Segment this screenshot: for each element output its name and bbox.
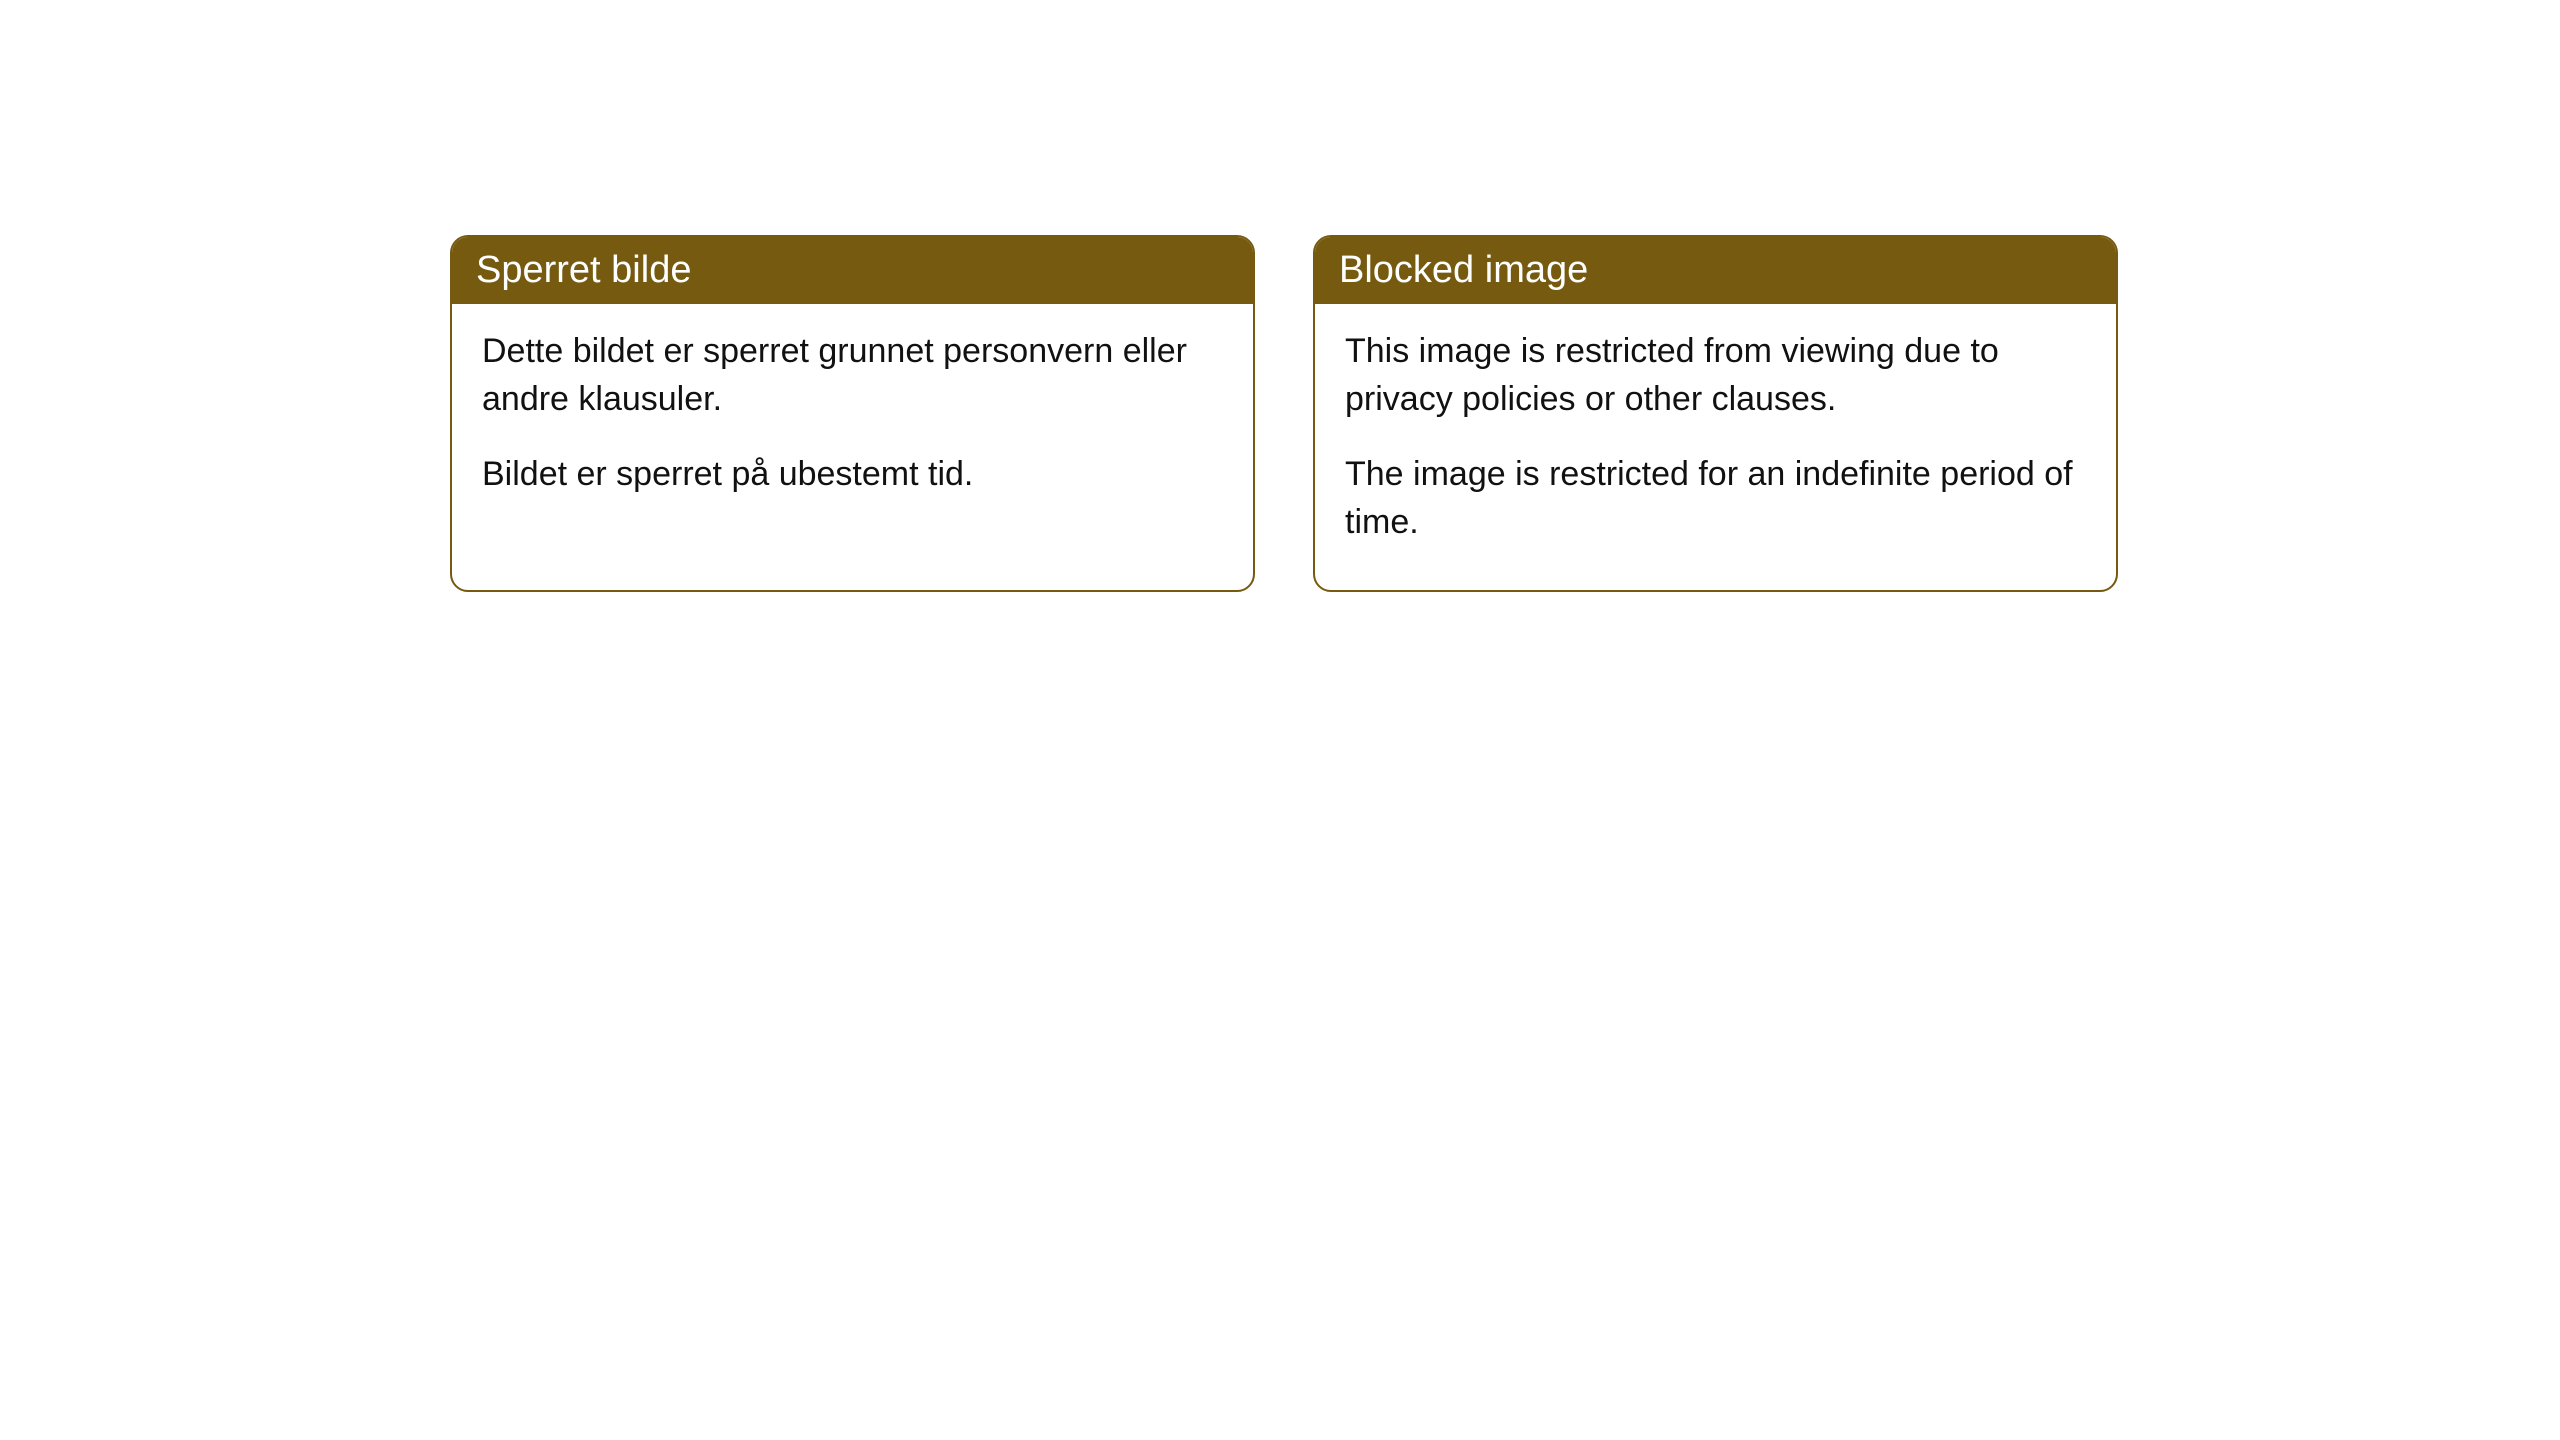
card-paragraph: This image is restricted from viewing du… [1345, 328, 2086, 423]
blocked-image-card-english: Blocked image This image is restricted f… [1313, 235, 2118, 592]
card-paragraph: The image is restricted for an indefinit… [1345, 451, 2086, 546]
card-header: Sperret bilde [452, 237, 1253, 304]
cards-container: Sperret bilde Dette bildet er sperret gr… [450, 235, 2118, 592]
card-paragraph: Bildet er sperret på ubestemt tid. [482, 451, 1223, 499]
card-header: Blocked image [1315, 237, 2116, 304]
blocked-image-card-norwegian: Sperret bilde Dette bildet er sperret gr… [450, 235, 1255, 592]
card-title: Blocked image [1339, 249, 1588, 291]
card-paragraph: Dette bildet er sperret grunnet personve… [482, 328, 1223, 423]
card-title: Sperret bilde [476, 249, 691, 291]
card-body: Dette bildet er sperret grunnet personve… [452, 304, 1253, 543]
card-body: This image is restricted from viewing du… [1315, 304, 2116, 590]
